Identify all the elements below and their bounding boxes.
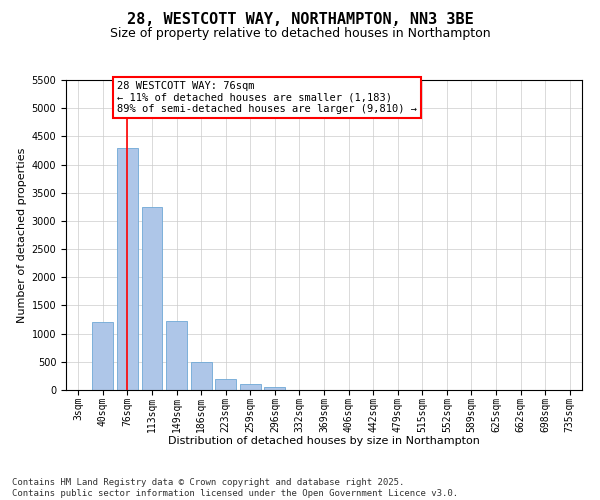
Bar <box>166 320 187 390</box>
Bar <box>265 386 286 390</box>
X-axis label: Distribution of detached houses by size in Northampton: Distribution of detached houses by size … <box>168 436 480 446</box>
Text: Contains HM Land Registry data © Crown copyright and database right 2025.
Contai: Contains HM Land Registry data © Crown c… <box>12 478 458 498</box>
Y-axis label: Number of detached properties: Number of detached properties <box>17 148 28 322</box>
Bar <box>92 322 113 390</box>
Bar <box>215 380 236 390</box>
Text: Size of property relative to detached houses in Northampton: Size of property relative to detached ho… <box>110 28 490 40</box>
Bar <box>117 148 138 390</box>
Bar <box>240 384 261 390</box>
Text: 28 WESTCOTT WAY: 76sqm
← 11% of detached houses are smaller (1,183)
89% of semi-: 28 WESTCOTT WAY: 76sqm ← 11% of detached… <box>117 81 417 114</box>
Bar <box>191 362 212 390</box>
Text: 28, WESTCOTT WAY, NORTHAMPTON, NN3 3BE: 28, WESTCOTT WAY, NORTHAMPTON, NN3 3BE <box>127 12 473 28</box>
Bar <box>142 207 163 390</box>
